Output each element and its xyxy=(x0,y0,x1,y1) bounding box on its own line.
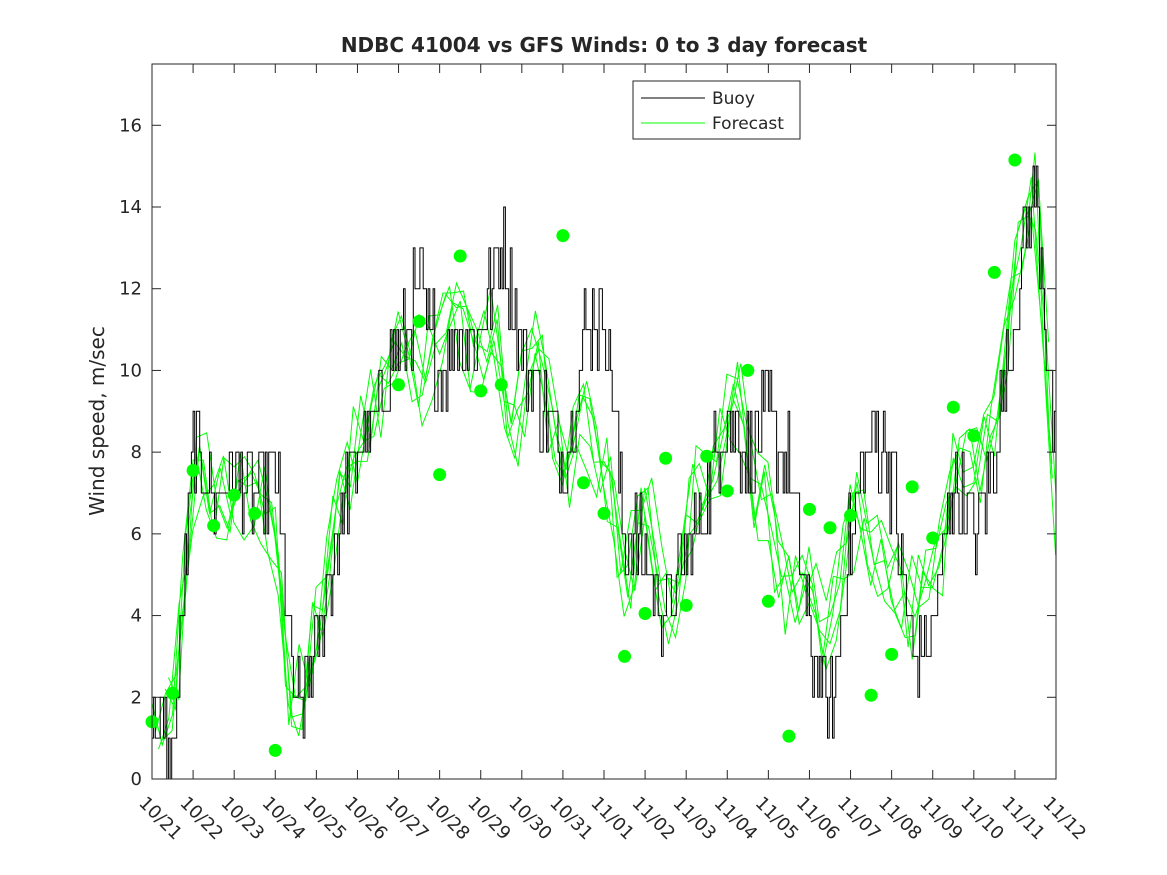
legend-buoy-label: Buoy xyxy=(712,89,755,109)
forecast-marker xyxy=(392,378,406,392)
forecast-marker xyxy=(720,484,734,498)
forecast-marker xyxy=(597,506,611,520)
y-tick-label: 14 xyxy=(119,197,142,218)
buoy-observation-line xyxy=(152,165,1057,780)
forecast-marker xyxy=(494,378,508,392)
buoy-series-line xyxy=(152,165,1057,780)
y-tick-label: 4 xyxy=(131,606,142,627)
forecast-marker xyxy=(186,464,200,478)
legend: Buoy Forecast xyxy=(632,80,801,140)
y-tick-label: 16 xyxy=(119,115,142,136)
forecast-marker xyxy=(474,384,488,398)
forecast-marker xyxy=(453,249,467,263)
forecast-marker xyxy=(864,688,878,702)
forecast-marker xyxy=(967,429,981,443)
y-tick-label: 0 xyxy=(131,769,142,790)
forecast-marker xyxy=(638,607,652,621)
forecast-markers xyxy=(145,153,1022,757)
y-tick-label: 6 xyxy=(131,524,142,545)
forecast-marker xyxy=(823,521,837,535)
forecast-marker xyxy=(885,647,899,661)
y-axis-label: Wind speed, m/sec xyxy=(85,326,109,516)
y-tick-label: 12 xyxy=(119,279,142,300)
forecast-marker xyxy=(659,451,673,465)
forecast-marker xyxy=(802,502,816,516)
forecast-marker xyxy=(741,363,755,377)
forecast-marker xyxy=(556,229,570,243)
forecast-marker xyxy=(166,686,180,700)
forecast-marker xyxy=(679,598,693,612)
forecast-marker xyxy=(412,314,426,328)
forecast-marker xyxy=(576,476,590,490)
forecast-marker xyxy=(905,480,919,494)
legend-forecast-label: Forecast xyxy=(712,114,784,134)
forecast-marker xyxy=(207,519,221,533)
forecast-marker xyxy=(618,649,632,663)
chart-title: NDBC 41004 vs GFS Winds: 0 to 3 day fore… xyxy=(341,33,868,57)
forecast-marker xyxy=(268,743,282,757)
y-axis: 0 2 4 6 8 10 12 14 16 xyxy=(119,115,1056,790)
forecast-marker xyxy=(1008,153,1022,167)
y-tick-label: 8 xyxy=(131,442,142,463)
forecast-marker xyxy=(248,506,262,520)
forecast-marker xyxy=(433,468,447,482)
forecast-run-line xyxy=(167,177,1053,731)
forecast-marker xyxy=(782,729,796,743)
forecast-run-line xyxy=(164,178,1050,736)
forecast-marker xyxy=(946,400,960,414)
forecast-marker xyxy=(761,594,775,608)
forecast-marker xyxy=(987,265,1001,279)
legend-box xyxy=(632,80,801,140)
y-tick-label: 2 xyxy=(131,687,142,708)
y-tick-label: 10 xyxy=(119,360,142,381)
forecast-marker xyxy=(700,449,714,463)
forecast-marker xyxy=(926,531,940,545)
forecast-marker xyxy=(227,488,241,502)
forecast-marker xyxy=(844,508,858,522)
